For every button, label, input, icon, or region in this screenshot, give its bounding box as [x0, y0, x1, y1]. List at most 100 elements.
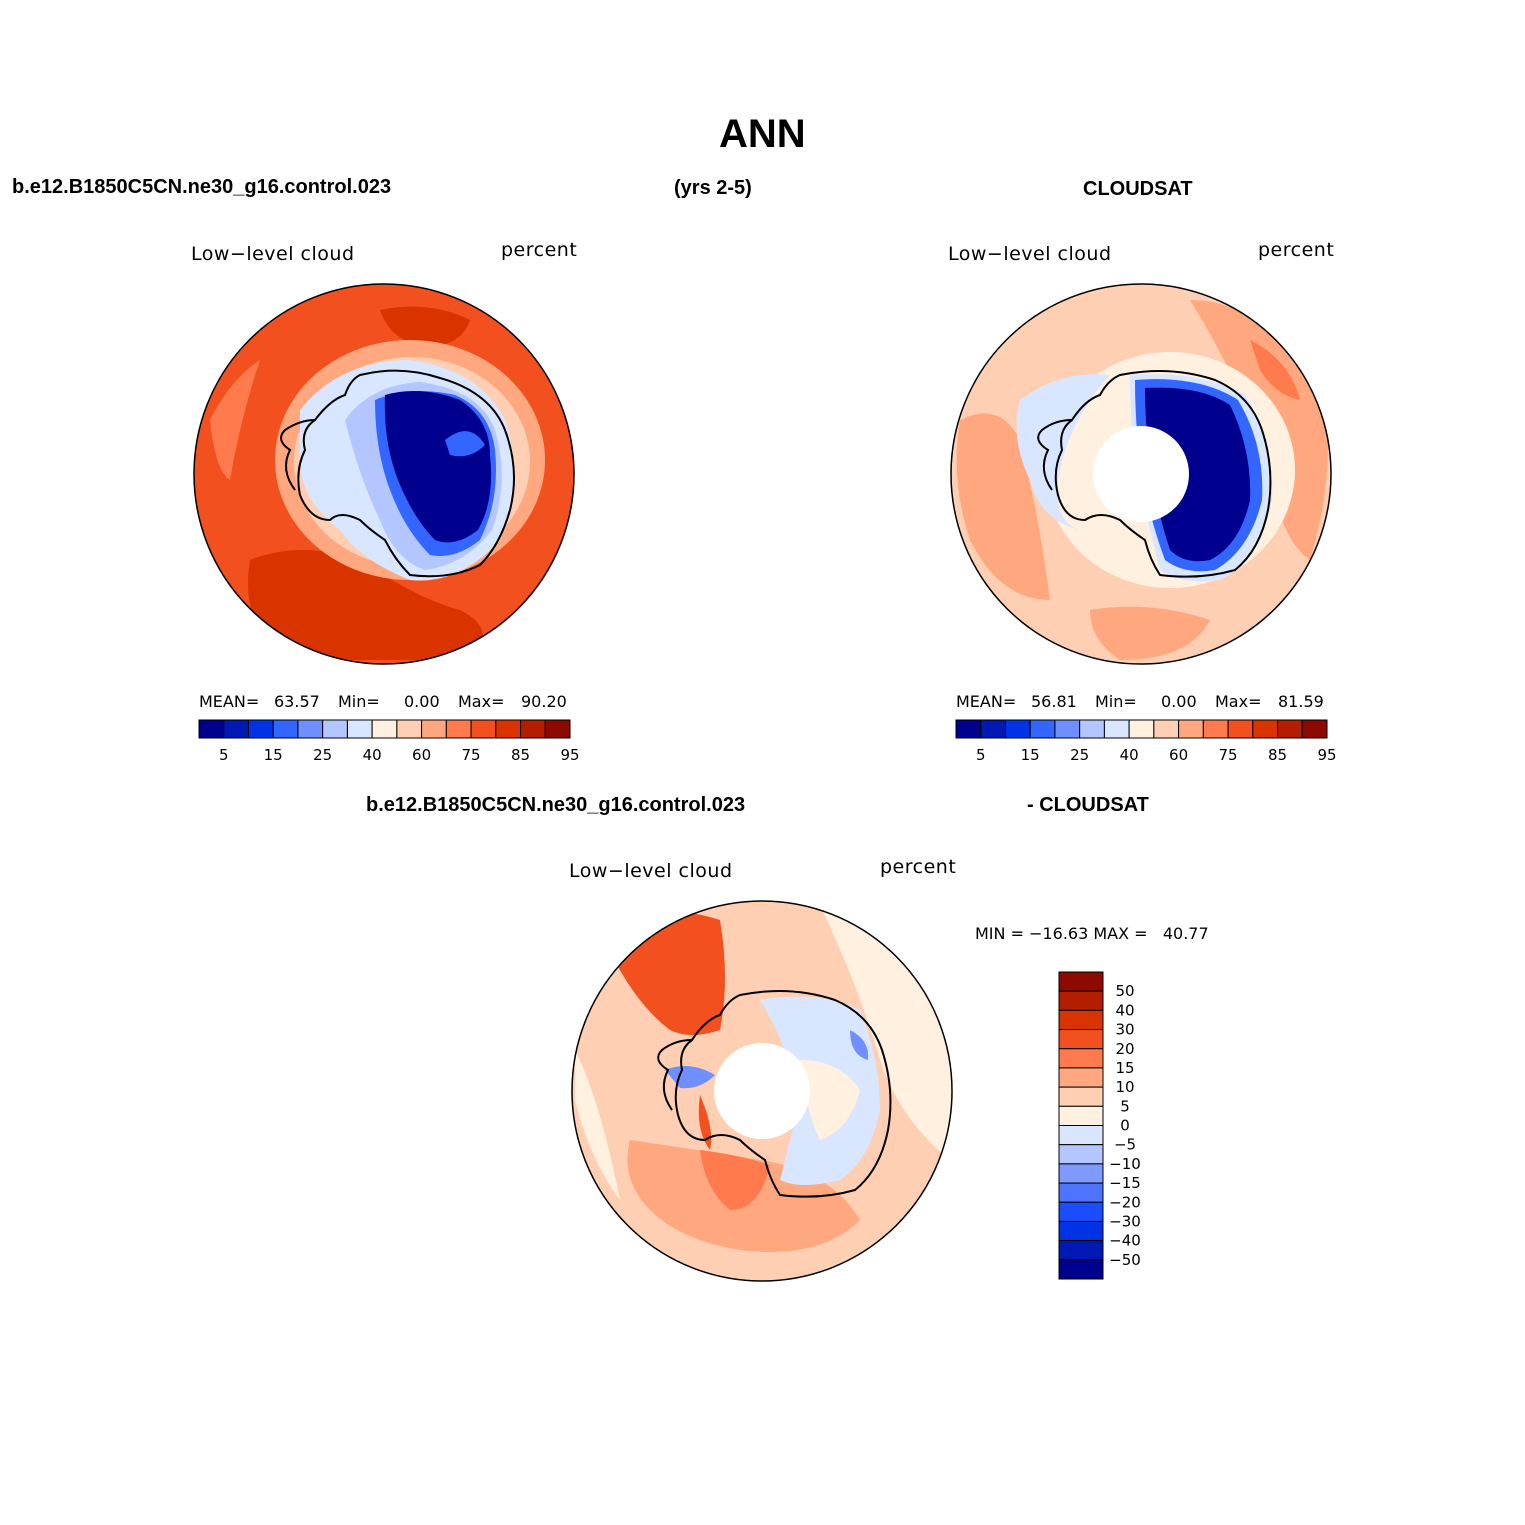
- obs-colorbar-swatch: [1153, 719, 1180, 739]
- diff-colorbar-swatch: [1058, 1201, 1104, 1222]
- obs-variable-label: Low−level cloud: [948, 243, 1112, 265]
- model-colorbar-swatch: [520, 719, 546, 739]
- obs-map: [951, 284, 1331, 664]
- diff-colorbar-swatch: [1058, 1086, 1104, 1107]
- model-mean-label: MEAN=: [199, 692, 260, 711]
- diff-colorbar-tick-label: 5: [1120, 1097, 1130, 1115]
- diff-minmax: MIN = −16.63 MAX = 40.77: [975, 924, 1209, 943]
- model-colorbar-swatch: [297, 719, 324, 739]
- obs-colorbar-swatch: [1202, 719, 1229, 739]
- diff-title-right: - CLOUDSAT: [1027, 794, 1149, 816]
- model-colorbar-tick-label: 15: [264, 746, 283, 764]
- obs-colorbar-swatch: [1301, 719, 1328, 739]
- obs-min-value: 0.00: [1161, 692, 1197, 711]
- obs-mean-label: MEAN=: [956, 692, 1017, 711]
- diff-units-label: percent: [880, 856, 957, 878]
- model-units-label: percent: [501, 239, 578, 261]
- model-colorbar-swatch: [371, 719, 398, 739]
- diff-colorbar-tick-label: 50: [1115, 982, 1134, 1000]
- diff-colorbar-tick-label: 0: [1120, 1117, 1130, 1135]
- diff-colorbar-swatch: [1058, 1182, 1104, 1203]
- obs-colorbar-swatch: [1029, 719, 1056, 739]
- diff-colorbar-swatch: [1058, 1067, 1104, 1088]
- obs-colorbar-swatch: [1178, 719, 1204, 739]
- model-colorbar-swatch: [223, 719, 249, 739]
- diff-colorbar-swatch: [1058, 1163, 1104, 1184]
- model-colorbar-swatch: [396, 719, 423, 739]
- model-min-label: Min=: [338, 692, 380, 711]
- case-name: b.e12.B1850C5CN.ne30_g16.control.023: [12, 176, 392, 198]
- obs-colorbar-swatch: [980, 719, 1006, 739]
- obs-max-value: 81.59: [1278, 692, 1324, 711]
- model-colorbar-tick-label: 60: [412, 746, 431, 764]
- diff-colorbar-tick-label: 10: [1115, 1078, 1134, 1096]
- diff-colorbar-tick-label: −20: [1109, 1193, 1141, 1211]
- diff-colorbar-tick-label: −5: [1114, 1136, 1136, 1154]
- obs-min-label: Min=: [1095, 692, 1137, 711]
- obs-colorbar-tick-label: 40: [1120, 746, 1139, 764]
- obs-colorbar-tick-label: 85: [1268, 746, 1287, 764]
- obs-colorbar-swatch: [955, 719, 982, 739]
- diff-colorbar-tick-label: −10: [1109, 1155, 1141, 1173]
- model-min-value: 0.00: [404, 692, 440, 711]
- obs-colorbar-swatch: [1079, 719, 1105, 739]
- model-colorbar-swatch: [421, 719, 447, 739]
- obs-colorbar-swatch: [1054, 719, 1081, 739]
- obs-colorbar-tick-label: 60: [1169, 746, 1188, 764]
- diff-colorbar-tick-label: −50: [1109, 1251, 1141, 1269]
- diff-colorbar-tick-label: 15: [1115, 1059, 1134, 1077]
- obs-colorbar-swatch: [1103, 719, 1130, 739]
- model-colorbar-tick-label: 25: [313, 746, 332, 764]
- diff-colorbar-tick-label: −40: [1109, 1232, 1141, 1250]
- diff-variable-label: Low−level cloud: [569, 860, 733, 882]
- diff-map: [572, 901, 952, 1281]
- diff-colorbar-swatch: [1058, 1125, 1104, 1146]
- diff-colorbar-swatch: [1058, 990, 1104, 1011]
- obs-colorbar-tick-label: 5: [976, 746, 986, 764]
- model-colorbar: 5 15 25 40 60 75 85 95: [198, 719, 580, 764]
- obs-colorbar-swatch: [1128, 719, 1155, 739]
- model-colorbar-swatch: [544, 719, 571, 739]
- obs-mean-value: 56.81: [1031, 692, 1077, 711]
- model-map: [194, 284, 574, 664]
- obs-colorbar-tick-label: 75: [1219, 746, 1238, 764]
- obs-colorbar-swatch: [1004, 719, 1031, 739]
- diff-colorbar-tick-label: −15: [1109, 1174, 1141, 1192]
- diff-colorbar-swatch: [1058, 1029, 1104, 1050]
- diff-colorbar-swatch: [1058, 1009, 1104, 1031]
- obs-max-label: Max=: [1215, 692, 1262, 711]
- obs-colorbar-swatch: [1277, 719, 1303, 739]
- diff-colorbar-tick-label: 40: [1115, 1001, 1134, 1019]
- obs-units-label: percent: [1258, 239, 1335, 261]
- model-max-value: 90.20: [521, 692, 567, 711]
- model-colorbar-swatch: [322, 719, 348, 739]
- model-colorbar-swatch: [470, 719, 497, 739]
- model-colorbar-swatch: [346, 719, 373, 739]
- model-colorbar-swatch: [495, 719, 522, 739]
- diff-colorbar-tick-label: 30: [1115, 1021, 1134, 1039]
- model-mean-value: 63.57: [274, 692, 320, 711]
- model-colorbar-swatch: [247, 719, 274, 739]
- model-colorbar-tick-label: 85: [511, 746, 530, 764]
- model-colorbar-swatch: [198, 719, 225, 739]
- model-colorbar-tick-label: 95: [560, 746, 579, 764]
- obs-colorbar-swatch: [1227, 719, 1254, 739]
- obs-colorbar: 5 15 25 40 60 75 85 95: [955, 719, 1337, 764]
- page-title: ANN: [719, 112, 806, 156]
- model-max-label: Max=: [458, 692, 505, 711]
- diff-colorbar-tick-label: 20: [1115, 1040, 1134, 1058]
- diff-colorbar-swatch: [1058, 1240, 1104, 1261]
- diff-colorbar-tick-label: −30: [1109, 1212, 1141, 1230]
- diff-colorbar-swatch: [1058, 1105, 1104, 1126]
- model-colorbar-tick-label: 75: [462, 746, 481, 764]
- diff-colorbar-swatch: [1058, 1259, 1104, 1280]
- model-colorbar-swatch: [272, 719, 299, 739]
- years-label: (yrs 2-5): [674, 177, 752, 199]
- obs-name: CLOUDSAT: [1083, 178, 1193, 200]
- obs-colorbar-swatch: [1252, 719, 1279, 739]
- model-colorbar-tick-label: 40: [363, 746, 382, 764]
- obs-colorbar-tick-label: 95: [1317, 746, 1336, 764]
- diff-colorbar-swatch: [1058, 1220, 1104, 1242]
